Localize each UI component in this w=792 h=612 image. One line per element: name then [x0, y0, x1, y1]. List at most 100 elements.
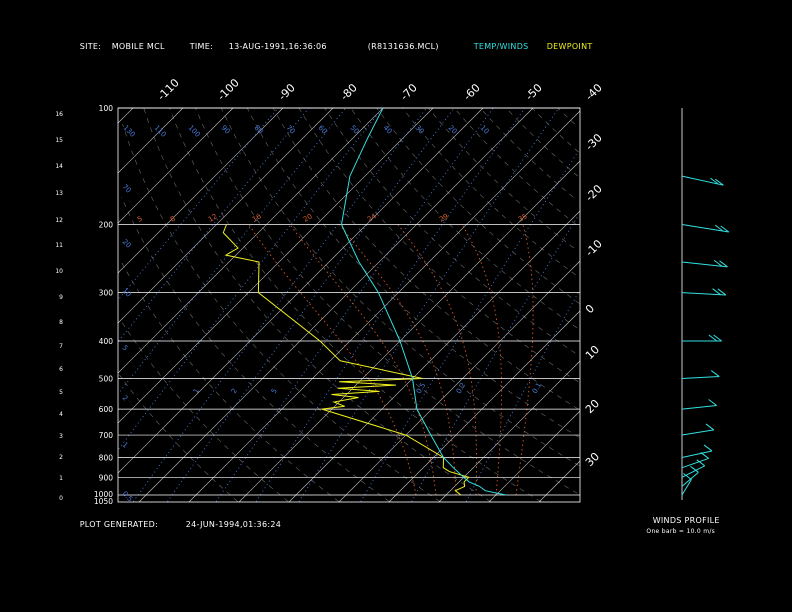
height-km-label: 10 — [55, 268, 63, 275]
mixing-label-top: 100 — [187, 124, 202, 139]
dry-adiabat — [402, 107, 576, 276]
wind-barb-feather — [714, 224, 724, 232]
isotherm-0 — [338, 260, 581, 503]
temp-tick-label-right: 20 — [583, 397, 602, 416]
mixing-ratio-line — [119, 107, 347, 392]
temp-tick-label-right: -30 — [583, 131, 605, 153]
height-km-label: 0 — [59, 495, 63, 502]
height-km-label: 15 — [55, 137, 63, 144]
mixing-ratio-line — [465, 292, 579, 502]
dry-adiabat — [453, 107, 577, 225]
dry-adiabat — [531, 107, 579, 153]
site-label: SITE: — [79, 42, 102, 51]
mixing-label-mid: 5 — [270, 387, 279, 395]
theta-label: 35 — [517, 212, 529, 223]
temp-tick-label-top: -110 — [155, 76, 182, 103]
wind-barb — [681, 261, 728, 268]
mixing-label-mid: 0.2 — [455, 381, 467, 395]
winds-profile-note: One barb = 10.0 m/s — [646, 528, 716, 535]
wind-barb-feather — [715, 178, 724, 186]
mixing-label-top: 80 — [253, 124, 265, 136]
mixing-ratio-line — [411, 215, 579, 502]
height-km-label: 6 — [59, 366, 63, 373]
wind-barb — [681, 457, 709, 469]
height-km-label: 4 — [59, 411, 63, 418]
wind-barb — [681, 175, 724, 186]
wind-barb — [681, 404, 717, 410]
wind-barb-feather — [708, 399, 717, 406]
mixing-ratio-line — [255, 107, 526, 502]
mixing-ratio-line — [215, 107, 494, 502]
moist-adiabat — [289, 224, 437, 496]
height-km-label: 2 — [59, 454, 63, 461]
dry-adiabat — [376, 107, 580, 304]
theta-label: 8 — [169, 215, 177, 224]
mixing-ratio-line — [118, 107, 383, 450]
pressure-tick-label: 400 — [99, 337, 114, 346]
pressure-tick-label: 1050 — [94, 497, 113, 506]
dry-adiabat — [119, 318, 289, 502]
dry-adiabat — [505, 107, 579, 177]
dry-adiabat — [350, 107, 578, 329]
isotherm--120 — [117, 107, 134, 124]
dry-adiabat — [272, 107, 579, 410]
mixing-ratio-line — [360, 151, 579, 502]
moist-adiabat — [461, 224, 503, 496]
theta-label: 20 — [302, 212, 314, 223]
temp-tick-label-right: -10 — [583, 237, 605, 259]
theta-label: 5 — [136, 215, 144, 224]
temp-tick-label-right: -20 — [583, 182, 605, 204]
temp-tick-label-top: -50 — [523, 81, 545, 103]
wind-barb-feather — [710, 177, 719, 185]
mixing-label-mid: 0.5 — [415, 381, 427, 395]
isotherm--90 — [117, 107, 284, 274]
dry-adiabat — [557, 107, 575, 125]
moist-adiabat — [248, 224, 417, 496]
legend-dewpoint: DEWPOINT — [546, 42, 593, 51]
temp-tick-label-right: 10 — [583, 343, 602, 362]
wind-barb-feather — [719, 260, 728, 268]
wind-barb — [681, 376, 720, 380]
file-value: (R8131636.MCL) — [367, 42, 439, 51]
theta-label: 24 — [366, 212, 378, 224]
wind-barb — [681, 465, 705, 478]
isotherm--70 — [117, 107, 384, 374]
height-km-label: 9 — [59, 294, 63, 301]
dry-adiabat — [121, 261, 340, 502]
isotherm-10 — [388, 310, 581, 503]
pressure-tick-label: 300 — [99, 289, 114, 298]
mixing-label-top: 70 — [285, 124, 297, 136]
dry-adiabat — [479, 107, 574, 198]
mixing-label-left: 20 — [121, 238, 133, 250]
wind-barb-feather — [712, 288, 721, 296]
dry-adiabat — [121, 197, 390, 502]
wind-barb-feather — [713, 259, 723, 267]
mixing-label-top: 60 — [317, 124, 329, 136]
mixing-label-mid: 1 — [192, 387, 201, 395]
dry-adiabat — [122, 123, 441, 502]
mixing-label-left: 70 — [121, 183, 133, 195]
generated-label: PLOT GENERATED: — [79, 520, 159, 529]
height-km-label: 7 — [59, 343, 63, 350]
isotherm-20 — [438, 360, 581, 503]
plot-frame — [117, 107, 581, 503]
wind-barb — [681, 479, 692, 496]
mixing-label-top: 20 — [447, 124, 459, 136]
mixing-ratio-line — [133, 107, 428, 502]
mixing-label-top: 130 — [122, 124, 137, 139]
theta-label: 29 — [438, 212, 450, 223]
mixing-label-top: 10 — [479, 124, 491, 136]
winds-profile-title: WINDS PROFILE — [652, 516, 720, 525]
mixing-label-left: 2 — [121, 394, 130, 403]
wind-barb-feather — [696, 459, 706, 467]
dry-adiabat — [221, 107, 580, 466]
wind-barb-feather — [683, 473, 692, 480]
isotherm--80 — [117, 107, 334, 324]
moist-adiabats — [248, 224, 534, 496]
pressure-tick-label: 500 — [99, 375, 114, 384]
height-km-label: 1 — [59, 475, 63, 482]
mixing-label-mid: 2 — [230, 387, 239, 395]
temp-tick-label-top: -100 — [215, 76, 242, 103]
wind-barb — [681, 429, 714, 436]
